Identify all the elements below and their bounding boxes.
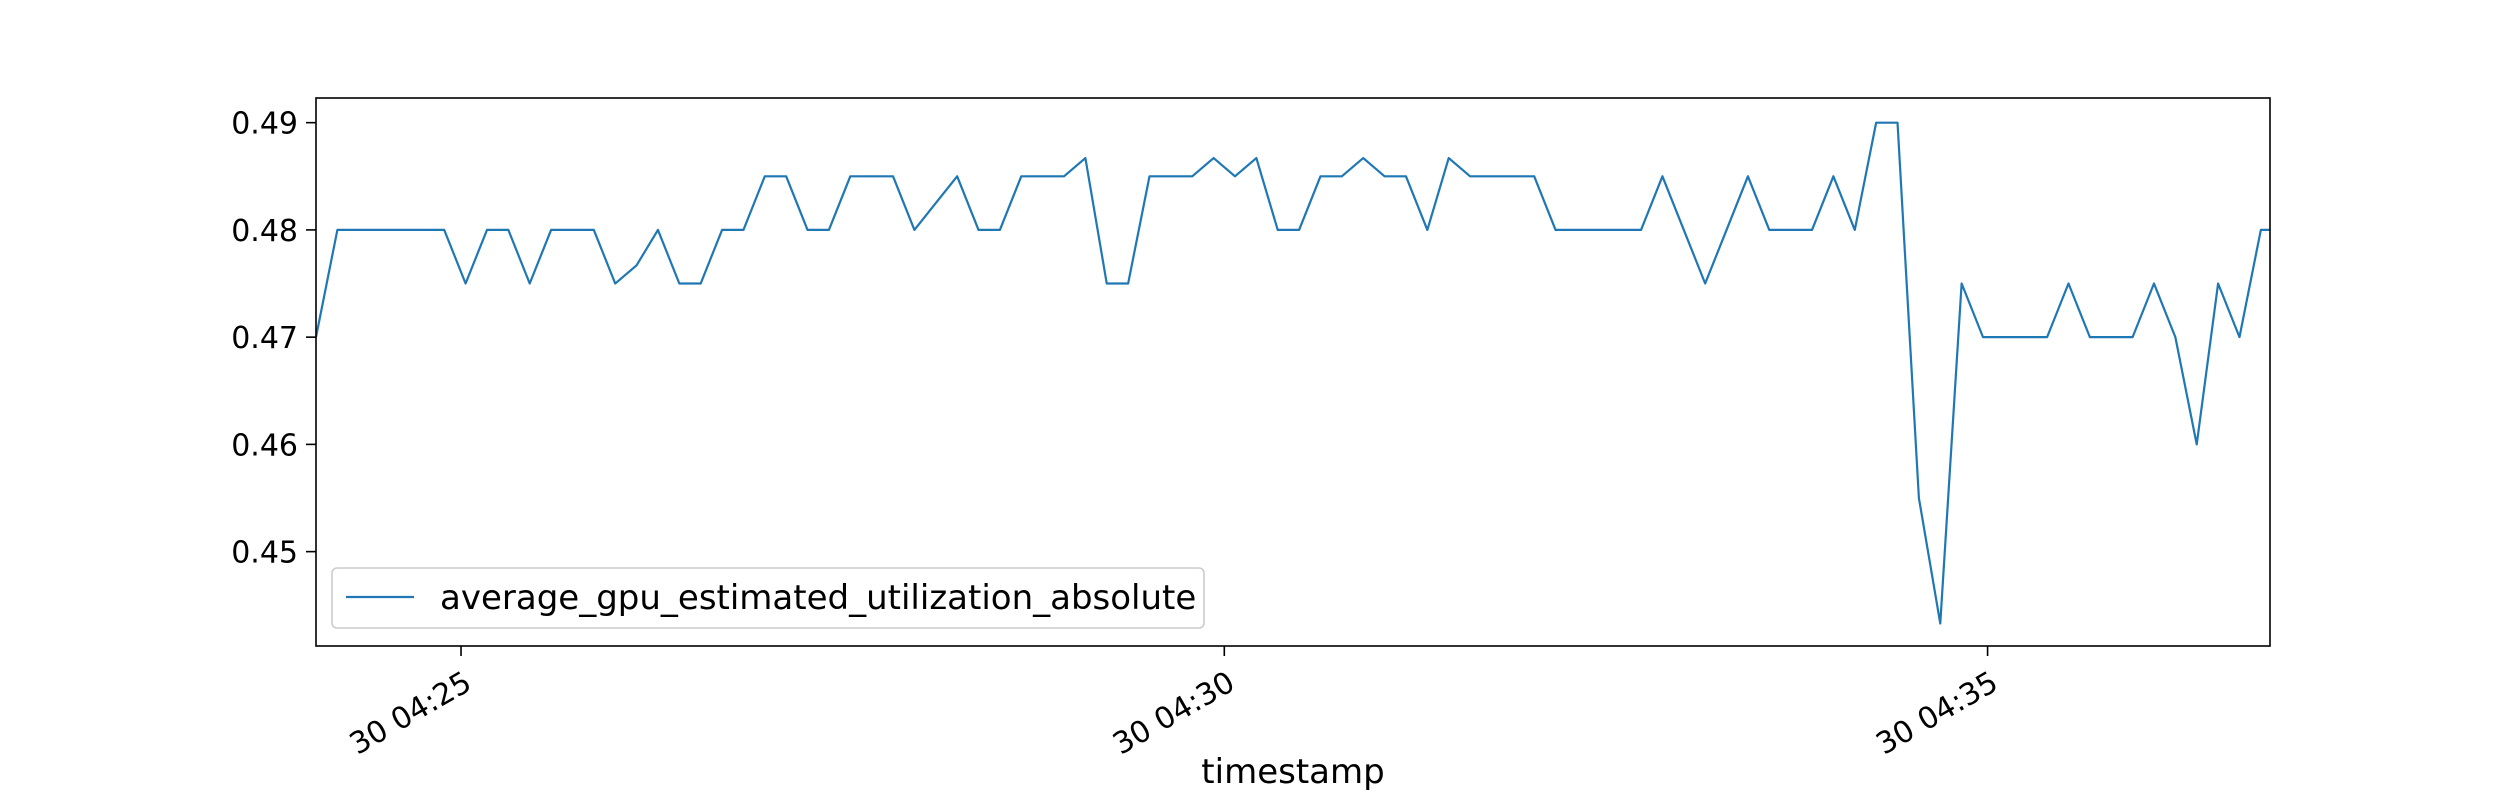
x-tick-label: 30 04:25 xyxy=(344,665,478,762)
y-tick-label: 0.49 xyxy=(231,107,298,142)
y-tick-label: 0.48 xyxy=(231,214,298,249)
x-axis: 30 04:25 30 04:30 30 04:35 xyxy=(344,646,2004,762)
plot-background xyxy=(316,98,2270,646)
legend-box xyxy=(331,567,1205,629)
y-axis: 0.45 0.46 0.47 0.48 0.49 xyxy=(231,107,316,571)
legend-label: average_gpu_estimated_utilization_absolu… xyxy=(440,578,1196,618)
x-axis-label: timestamp xyxy=(1201,752,1384,792)
x-tick-label: 30 04:35 xyxy=(1870,665,2004,762)
y-tick-label: 0.46 xyxy=(231,428,298,463)
x-tick-label: 30 04:30 xyxy=(1107,665,1241,762)
legend: average_gpu_estimated_utilization_absolu… xyxy=(331,567,1205,629)
plot-frame xyxy=(315,97,2271,647)
series-line xyxy=(314,121,2270,625)
y-tick-label: 0.47 xyxy=(231,321,298,356)
y-tick-label: 0.45 xyxy=(231,536,298,571)
